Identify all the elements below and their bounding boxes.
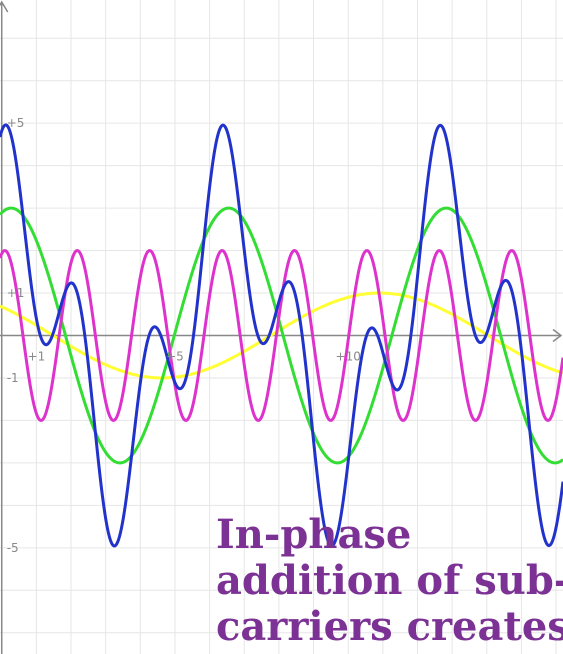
y-tick-label: -1 bbox=[7, 371, 19, 385]
x-axis-arrow bbox=[552, 328, 563, 343]
tick-labels: +1 +5 +10 +5 +1 -1 -5 bbox=[7, 116, 361, 555]
caption-line-3: carriers creates bbox=[216, 603, 563, 650]
caption-line-1: In-phase bbox=[216, 511, 412, 558]
y-axis-arrow bbox=[0, 0, 9, 13]
series-line-3 bbox=[0, 249, 563, 422]
series-line-4 bbox=[0, 123, 563, 548]
x-tick-label: +10 bbox=[336, 349, 361, 363]
series-group bbox=[0, 123, 563, 548]
caption-line-2: addition of sub- bbox=[216, 557, 563, 604]
y-tick-label: +5 bbox=[7, 116, 25, 130]
y-tick-label: +1 bbox=[7, 286, 25, 300]
caption: In-phase addition of sub- carriers creat… bbox=[216, 512, 563, 650]
y-tick-label: -5 bbox=[7, 541, 19, 555]
x-tick-label: +5 bbox=[166, 349, 184, 363]
x-tick-label: +1 bbox=[28, 349, 46, 363]
